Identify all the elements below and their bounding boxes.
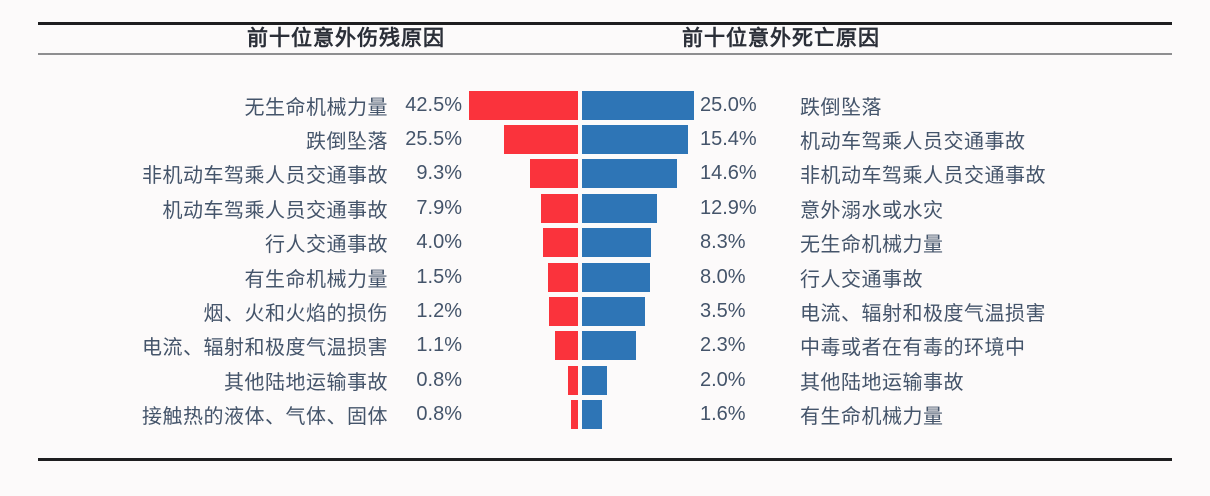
disability-percent-value: 25.5% [405,128,462,151]
death-cause-label: 行人交通事故 [800,268,923,291]
death-bar [582,400,603,430]
disability-bar-track [462,365,578,395]
death-cause-label: 非机动车驾乘人员交通事故 [800,165,1046,188]
death-percent-value: 8.3% [700,231,746,254]
death-percent-value: 15.4% [700,128,757,151]
disability-bar [543,228,578,258]
chart-row: 行人交通事故 4.0% 8.3% 无生命机械力量 [38,226,1172,260]
chart-row: 机动车驾乘人员交通事故 7.9% 12.9% 意外溺水或水灾 [38,191,1172,225]
disability-bar-track [462,125,578,155]
death-percent-value: 2.3% [700,334,746,357]
chart-rows: 无生命机械力量 42.5% 25.0% 跌倒坠落 跌倒坠落 25.5% 15.4% 机动车驾乘… [0,88,1210,432]
death-percent-value: 1.6% [700,403,746,426]
death-bar [582,365,607,395]
header-underline-rule [38,53,1172,55]
disability-bar [567,365,578,395]
disability-bar [540,193,578,223]
death-bar [582,297,645,327]
chart-row: 接触热的液体、气体、固体 0.8% 1.6% 有生命机械力量 [38,398,1172,432]
disability-cause-label: 行人交通事故 [265,234,388,257]
disability-bar-track [462,193,578,223]
death-bar-track [578,159,694,189]
death-cause-label: 跌倒坠落 [800,96,882,119]
disability-bar-track [462,159,578,189]
chart-row: 电流、辐射和极度气温损害 1.1% 2.3% 中毒或者在有毒的环境中 [38,329,1172,363]
disability-cause-label: 有生命机械力量 [244,268,388,291]
disability-column-title: 前十位意外伤残原因 [247,27,445,50]
disability-percent-value: 1.1% [416,334,462,357]
death-bar [582,90,694,120]
death-bar-track [578,331,694,361]
disability-bar [554,331,578,361]
disability-bar-track [462,400,578,430]
disability-cause-label: 其他陆地运输事故 [224,371,388,394]
death-cause-label: 电流、辐射和极度气温损害 [800,303,1046,326]
death-percent-value: 2.0% [700,368,746,391]
death-percent-value: 14.6% [700,162,757,185]
death-cause-label: 有生命机械力量 [800,406,944,429]
death-cause-label: 机动车驾乘人员交通事故 [800,131,1026,154]
disability-percent-value: 7.9% [416,196,462,219]
death-bar-track [578,297,694,327]
bottom-rule [38,457,1172,461]
death-bar [582,193,658,223]
chart-row: 无生命机械力量 42.5% 25.0% 跌倒坠落 [38,88,1172,122]
death-bar-track [578,193,694,223]
death-bar-track [578,262,694,292]
death-percent-value: 25.0% [700,93,757,116]
disability-bar-track [462,228,578,258]
disability-percent-value: 4.0% [416,231,462,254]
disability-bar-track [462,90,578,120]
death-bar-track [578,400,694,430]
death-cause-label: 中毒或者在有毒的环境中 [800,337,1026,360]
death-bar-track [578,90,694,120]
disability-bar [571,400,578,430]
column-titles: 前十位意外伤残原因 前十位意外死亡原因 [0,25,1210,53]
disability-percent-value: 0.8% [416,368,462,391]
disability-cause-label: 机动车驾乘人员交通事故 [162,199,388,222]
disability-percent-value: 0.8% [416,403,462,426]
disability-cause-label: 电流、辐射和极度气温损害 [142,337,388,360]
death-bar-track [578,365,694,395]
disability-bar-track [462,297,578,327]
death-bar [582,125,689,155]
death-cause-label: 其他陆地运输事故 [800,371,964,394]
death-cause-label: 意外溺水或水灾 [800,199,944,222]
death-percent-value: 12.9% [700,196,757,219]
death-percent-value: 8.0% [700,265,746,288]
disability-cause-label: 无生命机械力量 [244,96,388,119]
chart-row: 有生命机械力量 1.5% 8.0% 行人交通事故 [38,260,1172,294]
disability-bar [547,262,578,292]
death-bar [582,159,678,189]
disability-cause-label: 跌倒坠落 [306,131,388,154]
disability-percent-value: 1.5% [416,265,462,288]
death-bar-track [578,125,694,155]
chart-row: 非机动车驾乘人员交通事故 9.3% 14.6% 非机动车驾乘人员交通事故 [38,157,1172,191]
death-column-title: 前十位意外死亡原因 [682,27,880,50]
disability-bar [530,159,578,189]
death-percent-value: 3.5% [700,300,746,323]
disability-bar-track [462,331,578,361]
death-cause-label: 无生命机械力量 [800,234,944,257]
chart-row: 其他陆地运输事故 0.8% 2.0% 其他陆地运输事故 [38,363,1172,397]
disability-cause-label: 烟、火和火焰的损伤 [203,303,388,326]
top-rule [38,22,1172,25]
death-bar [582,262,651,292]
disability-percent-value: 1.2% [416,300,462,323]
disability-bar [503,125,578,155]
disability-cause-label: 接触热的液体、气体、固体 [142,406,388,429]
disability-bar [549,297,578,327]
disability-percent-value: 9.3% [416,162,462,185]
disability-percent-value: 42.5% [405,93,462,116]
disability-bar [468,90,578,120]
death-bar [582,331,636,361]
disability-bar-track [462,262,578,292]
chart-row: 跌倒坠落 25.5% 15.4% 机动车驾乘人员交通事故 [38,122,1172,156]
disability-cause-label: 非机动车驾乘人员交通事故 [142,165,388,188]
death-bar [582,228,652,258]
death-bar-track [578,228,694,258]
chart-row: 烟、火和火焰的损伤 1.2% 3.5% 电流、辐射和极度气温损害 [38,294,1172,328]
